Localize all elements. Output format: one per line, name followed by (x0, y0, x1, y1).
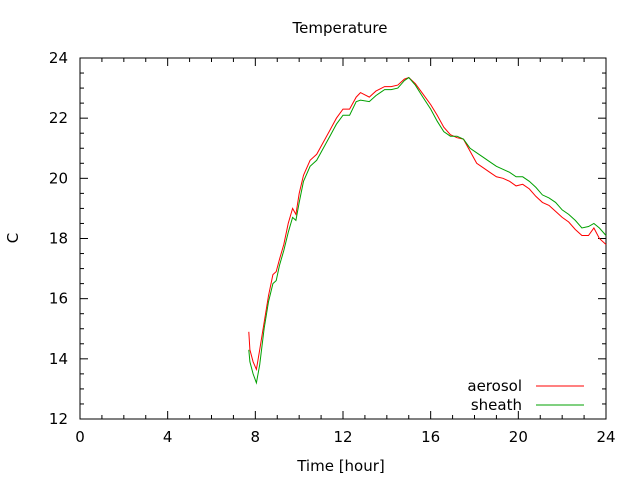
x-tick-label: 20 (509, 428, 528, 446)
x-tick-label: 12 (333, 428, 352, 446)
x-tick-label: 24 (596, 428, 615, 446)
legend-label-sheath: sheath (471, 396, 522, 414)
series-line-aerosol (248, 77, 607, 372)
y-tick-label: 18 (49, 230, 68, 248)
x-tick-label: 4 (163, 428, 173, 446)
x-tick-label: 8 (251, 428, 261, 446)
x-tick-label: 16 (421, 428, 440, 446)
x-axis-label: Time [hour] (296, 457, 385, 475)
chart-title: Temperature (291, 19, 387, 37)
legend-label-aerosol: aerosol (467, 377, 522, 395)
axis-ticks: 0 4 8 12 16 20 24 12 14 16 18 20 22 24 (49, 49, 616, 446)
y-tick-label: 24 (49, 49, 68, 67)
y-tick-label: 20 (49, 169, 68, 187)
x-tick-label: 0 (75, 428, 85, 446)
y-tick-label: 14 (49, 350, 68, 368)
series-line-sheath (248, 76, 607, 385)
y-tick-label: 22 (49, 109, 68, 127)
y-axis-label: C (4, 233, 22, 243)
y-tick-label: 12 (49, 410, 68, 428)
plot-frame (79, 57, 607, 420)
series-layer (248, 76, 607, 385)
y-tick-label: 16 (49, 290, 68, 308)
